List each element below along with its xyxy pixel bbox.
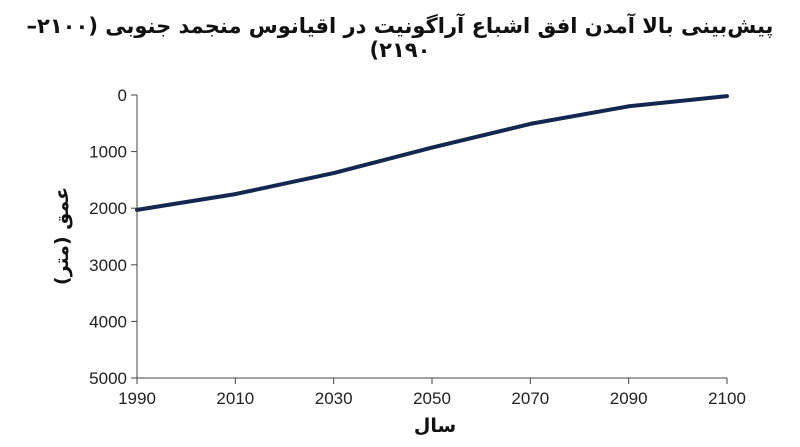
x-tick-label: 2010 xyxy=(216,389,254,408)
axes xyxy=(136,95,727,379)
x-tick-label: 2100 xyxy=(708,389,746,408)
series-line xyxy=(135,94,729,212)
y-tick-label: 0 xyxy=(118,86,127,105)
y-tick-label: 2000 xyxy=(89,199,127,218)
x-tick-label: 2050 xyxy=(413,389,451,408)
x-tick-label: 1990 xyxy=(118,389,156,408)
chart-title: پیش‌بینی بالا آمدن افق اشباع آراگونیت در… xyxy=(26,14,774,62)
series-layer xyxy=(135,94,729,212)
x-tick-label: 2030 xyxy=(315,389,353,408)
x-axis-title: سال xyxy=(414,415,456,437)
x-tick-label: 2070 xyxy=(511,389,549,408)
y-tick-label: 1000 xyxy=(89,143,127,162)
y-tick-label: 5000 xyxy=(89,369,127,388)
y-axis-title: عمق (متر) xyxy=(51,187,73,285)
y-tick-label: 3000 xyxy=(89,256,127,275)
y-tick-label: 4000 xyxy=(89,312,127,331)
x-tick-label: 2090 xyxy=(610,389,648,408)
